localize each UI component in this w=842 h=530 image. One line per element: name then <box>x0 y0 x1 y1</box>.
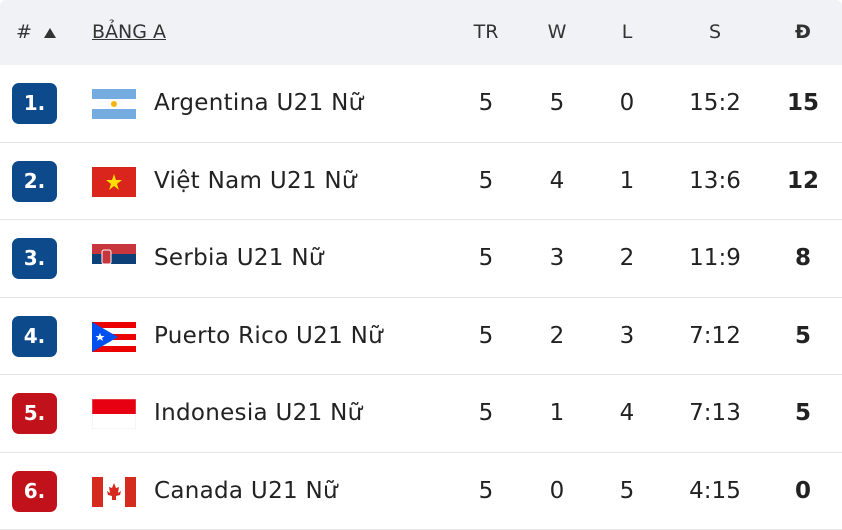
rank-header-text: # <box>16 21 32 43</box>
sets: 7:13 <box>689 400 741 426</box>
standings-row[interactable]: 3. Serbia U21 Nữ 5 3 2 11:9 8 <box>0 220 842 298</box>
team-name: Việt Nam U21 Nữ <box>154 167 357 194</box>
played: 5 <box>478 477 494 504</box>
standings-row[interactable]: 4. Puerto Rico U21 Nữ 5 2 3 7:12 5 <box>0 298 842 375</box>
played: 5 <box>478 245 494 271</box>
standings-row[interactable]: 2. Việt Nam U21 Nữ 5 4 1 13:6 12 <box>0 143 842 220</box>
played: 5 <box>478 90 494 116</box>
losses: 5 <box>619 477 635 504</box>
losses: 2 <box>619 245 635 271</box>
standings-row[interactable]: 6. Canada U21 Nữ 5 0 5 4:15 0 <box>0 453 842 530</box>
team-flag <box>92 244 136 274</box>
losses-header[interactable]: L <box>621 21 633 43</box>
wins-header[interactable]: W <box>547 21 567 43</box>
rank-badge: 1. <box>12 83 57 124</box>
standings-row[interactable]: 5. Indonesia U21 Nữ 5 1 4 7:13 5 <box>0 375 842 453</box>
losses: 3 <box>619 322 635 349</box>
team-flag <box>92 399 136 429</box>
rank-badge: 3. <box>12 238 57 279</box>
points: 0 <box>794 477 811 504</box>
points: 15 <box>786 90 819 116</box>
played: 5 <box>478 322 494 349</box>
losses: 1 <box>619 167 635 194</box>
played-header[interactable]: TR <box>473 21 499 43</box>
rank-badge: 5. <box>12 393 57 434</box>
team-name: Canada U21 Nữ <box>154 477 338 504</box>
team-flag <box>92 476 136 507</box>
played: 5 <box>478 167 494 194</box>
sort-arrow <box>43 28 56 38</box>
points: 8 <box>794 245 811 271</box>
standings-row[interactable]: 1. Argentina U21 Nữ 5 5 0 15:2 15 <box>0 65 842 143</box>
group-header[interactable]: BẢNG A <box>92 21 167 43</box>
team-name: Indonesia U21 Nữ <box>154 400 363 426</box>
losses: 0 <box>619 90 635 116</box>
losses: 4 <box>619 400 635 426</box>
sets: 15:2 <box>689 90 741 116</box>
wins: 0 <box>549 477 565 504</box>
points: 5 <box>794 322 811 349</box>
team-name: Puerto Rico U21 Nữ <box>154 322 384 349</box>
points-header[interactable]: Đ <box>795 21 811 43</box>
sets: 11:9 <box>689 245 741 271</box>
wins: 1 <box>549 400 565 426</box>
sets-header[interactable]: S <box>708 21 722 43</box>
team-flag <box>92 166 136 197</box>
wins: 4 <box>549 167 565 194</box>
sets: 13:6 <box>689 167 741 194</box>
rank-badge: 4. <box>12 315 57 357</box>
points: 12 <box>786 167 819 194</box>
sets: 7:12 <box>689 322 741 349</box>
header-row: # BẢNG A TR W L S Đ <box>0 0 842 65</box>
team-flag <box>92 89 136 119</box>
team-flag <box>92 321 136 352</box>
wins: 5 <box>549 90 565 116</box>
wins: 2 <box>549 322 565 349</box>
sets: 4:15 <box>689 477 741 504</box>
wins: 3 <box>549 245 565 271</box>
team-name: Serbia U21 Nữ <box>154 245 324 271</box>
rank-badge: 6. <box>12 470 57 512</box>
played: 5 <box>478 400 494 426</box>
rank-badge: 2. <box>12 160 57 202</box>
rank-header[interactable]: # <box>16 0 56 65</box>
team-name: Argentina U21 Nữ <box>154 90 364 116</box>
points: 5 <box>794 400 811 426</box>
